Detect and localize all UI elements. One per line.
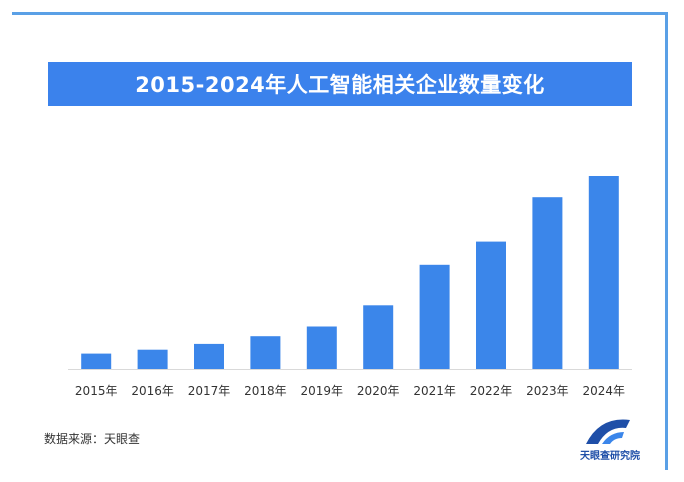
bar-5 [363, 305, 394, 369]
card-border-right [665, 12, 668, 470]
data-source-note: 数据来源：天眼查 [44, 432, 141, 446]
x-tick-label-2: 2017年 [188, 384, 231, 398]
card-border-top [12, 12, 668, 15]
bar-4 [306, 326, 337, 369]
tianyancha-logo-icon [586, 419, 630, 444]
x-tick-label-1: 2016年 [131, 384, 174, 398]
tianyancha-logo: 天眼查研究院 [572, 414, 652, 464]
x-tick-label-4: 2019年 [301, 384, 344, 398]
logo-text: 天眼查研究院 [580, 451, 640, 462]
bar-1 [137, 349, 168, 369]
x-tick-label-8: 2023年 [526, 384, 569, 398]
bar-2 [194, 343, 224, 369]
bar-7 [476, 241, 506, 369]
bar-3 [250, 336, 281, 369]
x-tick-label-6: 2021年 [413, 384, 456, 398]
bar-6 [419, 264, 450, 369]
bar-0 [81, 353, 112, 369]
x-tick-label-9: 2024年 [583, 384, 626, 398]
x-tick-label-0: 2015年 [75, 384, 118, 398]
chart-title: 2015-2024年人工智能相关企业数量变化 [135, 73, 545, 97]
x-tick-label-5: 2020年 [357, 384, 400, 398]
bar-9 [588, 176, 619, 369]
bar-8 [532, 197, 563, 369]
x-tick-label-3: 2018年 [244, 384, 287, 398]
x-tick-label-7: 2022年 [470, 384, 513, 398]
title-banner: 2015-2024年人工智能相关企业数量变化 [48, 62, 632, 106]
